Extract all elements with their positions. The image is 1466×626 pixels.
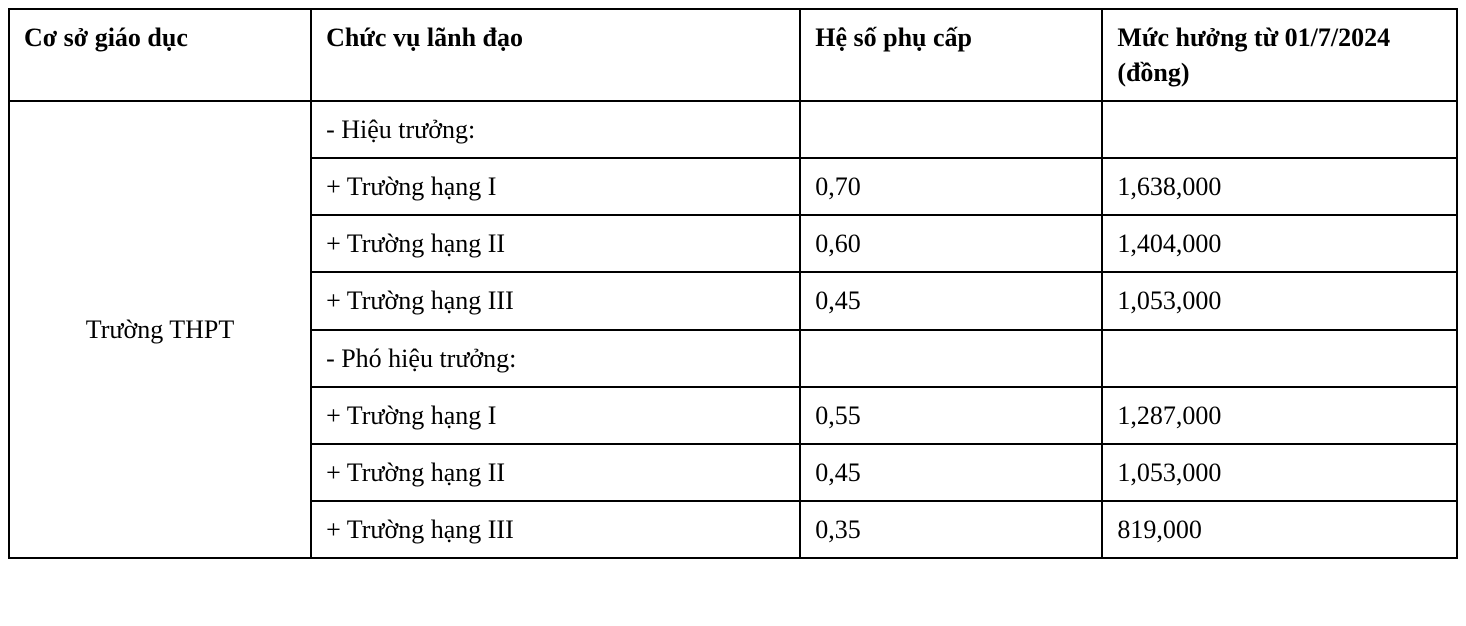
amount-cell: 1,404,000 <box>1102 215 1457 272</box>
position-cell: + Trường hạng III <box>311 272 800 329</box>
coefficient-cell <box>800 330 1102 387</box>
amount-cell <box>1102 101 1457 158</box>
amount-cell: 819,000 <box>1102 501 1457 558</box>
position-cell: - Hiệu trưởng: <box>311 101 800 158</box>
position-cell: + Trường hạng II <box>311 444 800 501</box>
coefficient-cell <box>800 101 1102 158</box>
column-header-position: Chức vụ lãnh đạo <box>311 9 800 101</box>
table-row: Trường THPT - Hiệu trưởng: <box>9 101 1457 158</box>
position-cell: - Phó hiệu trưởng: <box>311 330 800 387</box>
position-cell: + Trường hạng III <box>311 501 800 558</box>
coefficient-cell: 0,60 <box>800 215 1102 272</box>
coefficient-cell: 0,35 <box>800 501 1102 558</box>
amount-cell: 1,638,000 <box>1102 158 1457 215</box>
position-cell: + Trường hạng I <box>311 387 800 444</box>
amount-cell: 1,287,000 <box>1102 387 1457 444</box>
coefficient-cell: 0,45 <box>800 444 1102 501</box>
column-header-institution: Cơ sở giáo dục <box>9 9 311 101</box>
amount-cell <box>1102 330 1457 387</box>
allowance-table: Cơ sở giáo dục Chức vụ lãnh đạo Hệ số ph… <box>8 8 1458 559</box>
table-header-row: Cơ sở giáo dục Chức vụ lãnh đạo Hệ số ph… <box>9 9 1457 101</box>
amount-cell: 1,053,000 <box>1102 444 1457 501</box>
position-cell: + Trường hạng II <box>311 215 800 272</box>
column-header-coefficient: Hệ số phụ cấp <box>800 9 1102 101</box>
position-cell: + Trường hạng I <box>311 158 800 215</box>
coefficient-cell: 0,70 <box>800 158 1102 215</box>
amount-cell: 1,053,000 <box>1102 272 1457 329</box>
column-header-amount: Mức hưởng từ 01/7/2024 (đồng) <box>1102 9 1457 101</box>
institution-cell: Trường THPT <box>9 101 311 558</box>
coefficient-cell: 0,45 <box>800 272 1102 329</box>
coefficient-cell: 0,55 <box>800 387 1102 444</box>
